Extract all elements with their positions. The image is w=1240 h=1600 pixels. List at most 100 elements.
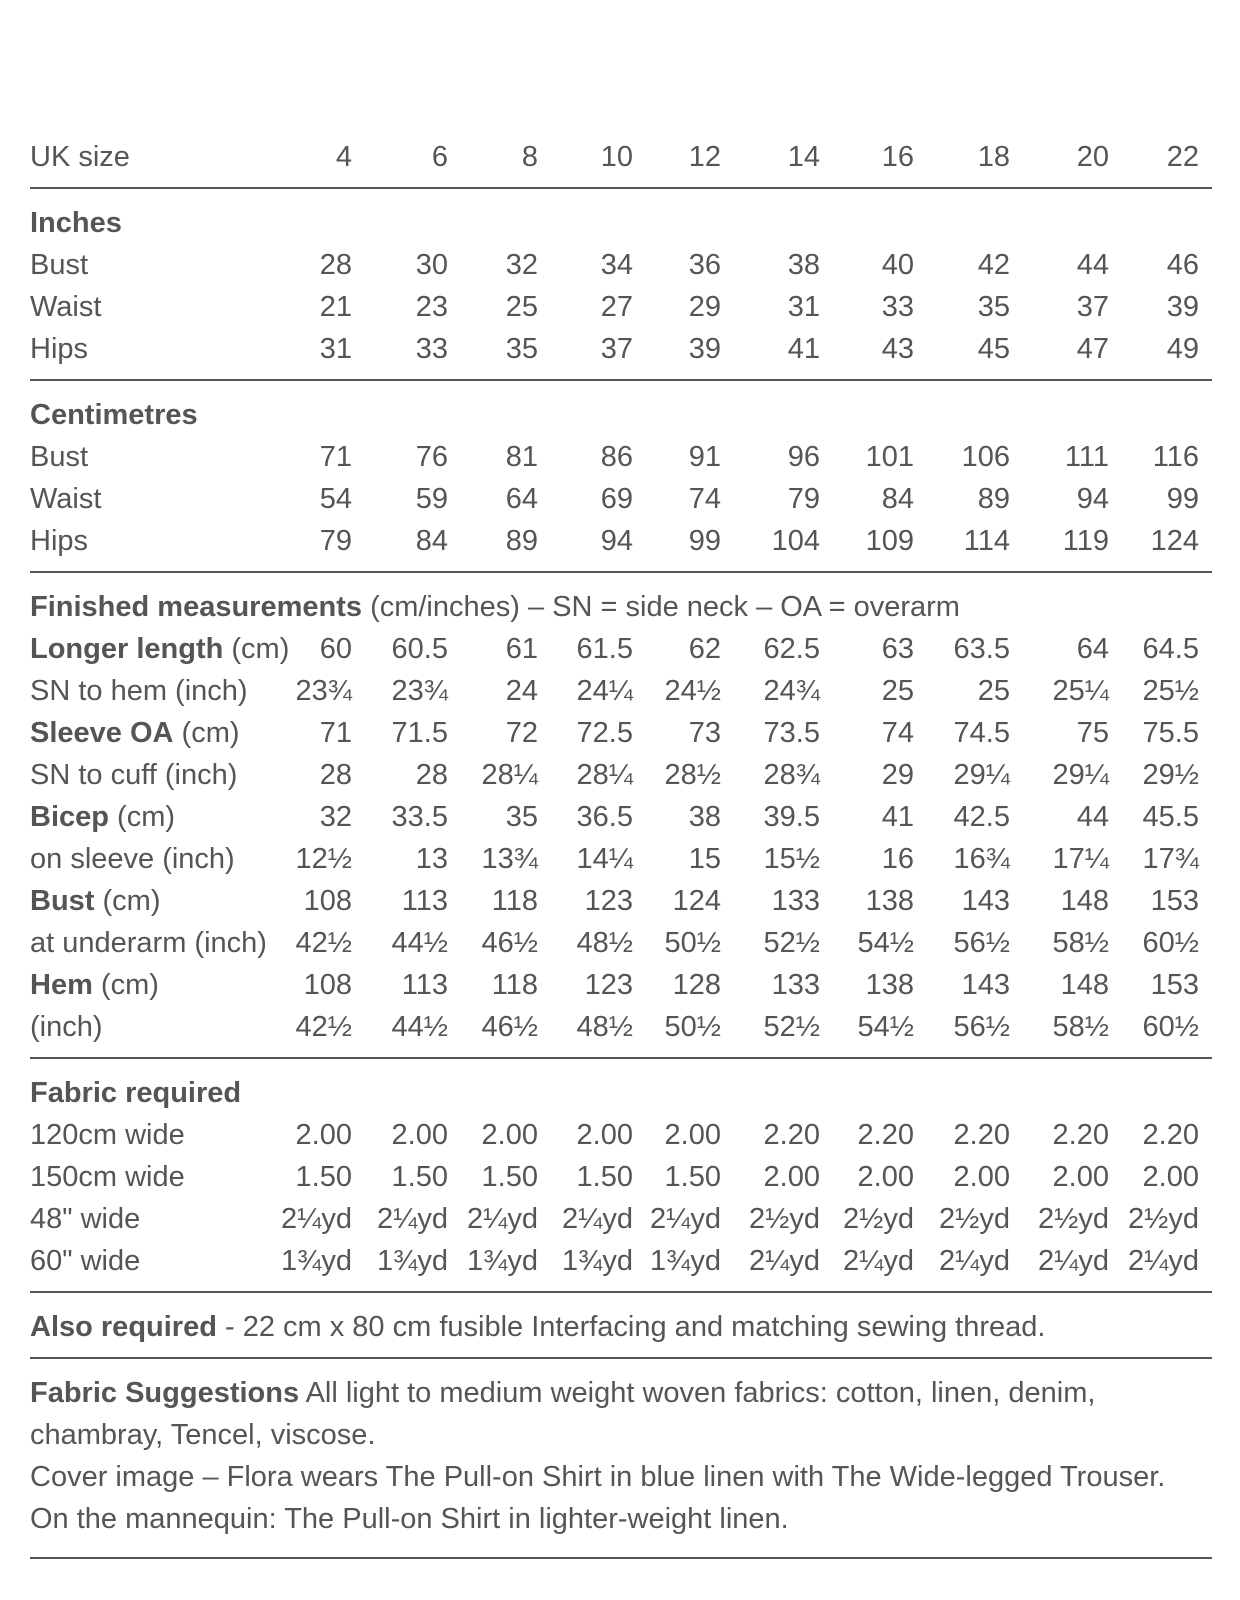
cell: 71 bbox=[319, 441, 352, 473]
cell: 56½ bbox=[953, 1011, 1010, 1043]
cell: 54½ bbox=[857, 927, 914, 959]
cell: 45 bbox=[977, 333, 1010, 365]
cell: 94 bbox=[1076, 483, 1109, 515]
cell: 28¼ bbox=[481, 759, 538, 791]
cell: 94 bbox=[600, 525, 633, 557]
cell: 108 bbox=[303, 885, 352, 917]
row-label-text: (cm) bbox=[100, 969, 159, 1001]
cell: 1¾yd bbox=[467, 1245, 538, 1277]
rule bbox=[30, 379, 1212, 381]
cell: 60½ bbox=[1142, 1011, 1199, 1043]
row-label-text: (inch) bbox=[30, 1011, 103, 1043]
cell: 58½ bbox=[1052, 927, 1109, 959]
cell: 1¾yd bbox=[281, 1245, 352, 1277]
cell: 8 bbox=[521, 141, 538, 173]
cell: 148 bbox=[1060, 885, 1109, 917]
cell: 44 bbox=[1076, 249, 1109, 281]
cover-note: Cover image – Flora wears The Pull-on Sh… bbox=[30, 1461, 1166, 1535]
cell: 111 bbox=[1064, 441, 1109, 473]
cell: 2¼yd bbox=[749, 1245, 820, 1277]
cell: 1¾yd bbox=[562, 1245, 633, 1277]
row-label-text: Hips bbox=[30, 525, 89, 557]
cell: 2¼yd bbox=[562, 1203, 633, 1235]
cell: 24¼ bbox=[576, 675, 633, 707]
cell: 75.5 bbox=[1142, 717, 1199, 749]
also-required: Also required - 22 cm x 80 cm fusible In… bbox=[30, 1309, 1045, 1345]
cell: 2¼yd bbox=[467, 1203, 538, 1235]
row-label-text: (cm) bbox=[102, 885, 161, 917]
cell: 41 bbox=[881, 801, 914, 833]
section-subtitle: (cm/inches) – SN = side neck – OA = over… bbox=[370, 591, 960, 623]
cell: 99 bbox=[688, 525, 721, 557]
cell: 2.20 bbox=[1052, 1119, 1109, 1151]
row-label-bold: Bicep bbox=[30, 801, 109, 833]
cell: 72 bbox=[505, 717, 538, 749]
row-label: Hips bbox=[30, 523, 88, 559]
cell: 32 bbox=[319, 801, 352, 833]
cell: 61.5 bbox=[576, 633, 633, 665]
section-title-bold: Fabric required bbox=[30, 1077, 242, 1109]
cell: 39.5 bbox=[763, 801, 820, 833]
row-label-text: (cm) bbox=[117, 801, 176, 833]
cell: 39 bbox=[688, 333, 721, 365]
cell: 2½yd bbox=[1038, 1203, 1109, 1235]
cell: 124 bbox=[1150, 525, 1199, 557]
cell: 119 bbox=[1062, 525, 1109, 557]
cell: 16¾ bbox=[953, 843, 1010, 875]
cell: 45.5 bbox=[1142, 801, 1199, 833]
suggestions-body: All light to medium weight woven fabrics… bbox=[30, 1377, 1096, 1451]
cell: 12 bbox=[688, 141, 721, 173]
cell: 37 bbox=[600, 333, 633, 365]
cell: 28 bbox=[415, 759, 448, 791]
cell: 14¼ bbox=[576, 843, 633, 875]
cell: 2.00 bbox=[391, 1119, 448, 1151]
row-label: (inch) bbox=[30, 1009, 103, 1045]
section-title-bold: Centimetres bbox=[30, 399, 198, 431]
row-label: Sleeve OA (cm) bbox=[30, 715, 240, 751]
cell: 14 bbox=[787, 141, 820, 173]
cell: 24¾ bbox=[763, 675, 820, 707]
cell: 24 bbox=[505, 675, 538, 707]
cell: 1.50 bbox=[576, 1161, 633, 1193]
cell: 143 bbox=[961, 969, 1010, 1001]
cell: 17¾ bbox=[1142, 843, 1199, 875]
row-label: Longer length (cm) bbox=[30, 631, 289, 667]
row-label-bold: Bust bbox=[30, 885, 95, 917]
cell: 2.00 bbox=[857, 1161, 914, 1193]
row-label-text: Bust bbox=[30, 441, 89, 473]
cell: 2.00 bbox=[1052, 1161, 1109, 1193]
cell: 2¼yd bbox=[377, 1203, 448, 1235]
cell: 64 bbox=[505, 483, 538, 515]
row-label-text: Waist bbox=[30, 291, 102, 323]
cell: 50½ bbox=[664, 1011, 721, 1043]
section-title-bold: Inches bbox=[30, 207, 122, 239]
cell: 73.5 bbox=[763, 717, 820, 749]
cell: 74.5 bbox=[953, 717, 1010, 749]
cell: 33 bbox=[415, 333, 448, 365]
cell: 2.00 bbox=[576, 1119, 633, 1151]
rule bbox=[30, 187, 1212, 189]
cell: 40 bbox=[881, 249, 914, 281]
cell: 6 bbox=[431, 141, 448, 173]
row-label: on sleeve (inch) bbox=[30, 841, 235, 877]
cell: 29 bbox=[688, 291, 721, 323]
cell: 50½ bbox=[664, 927, 721, 959]
cell: 106 bbox=[961, 441, 1010, 473]
cell: 29¼ bbox=[953, 759, 1010, 791]
cell: 46½ bbox=[481, 927, 538, 959]
row-label: Hem (cm) bbox=[30, 967, 159, 1003]
cell: 133 bbox=[771, 969, 820, 1001]
cell: 62.5 bbox=[763, 633, 820, 665]
cell: 58½ bbox=[1052, 1011, 1109, 1043]
cell: 118 bbox=[491, 969, 538, 1001]
cell: 36.5 bbox=[576, 801, 633, 833]
cell: 79 bbox=[319, 525, 352, 557]
row-label: 150cm wide bbox=[30, 1159, 185, 1195]
cell: 22 bbox=[1166, 141, 1199, 173]
cell: 48½ bbox=[576, 1011, 633, 1043]
cell: 36 bbox=[688, 249, 721, 281]
section-title: Centimetres bbox=[30, 397, 198, 433]
cell: 84 bbox=[415, 525, 448, 557]
cell: 1.50 bbox=[391, 1161, 448, 1193]
row-label: 60" wide bbox=[30, 1243, 140, 1279]
